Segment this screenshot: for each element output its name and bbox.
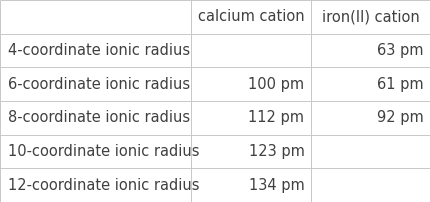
Text: 12-coordinate ionic radius: 12-coordinate ionic radius — [8, 178, 199, 193]
Text: 92 pm: 92 pm — [377, 110, 424, 125]
Text: 134 pm: 134 pm — [249, 178, 304, 193]
Text: calcium cation: calcium cation — [198, 9, 304, 24]
Text: 6-coordinate ionic radius: 6-coordinate ionic radius — [8, 77, 190, 92]
Text: 63 pm: 63 pm — [377, 43, 424, 58]
Text: 4-coordinate ionic radius: 4-coordinate ionic radius — [8, 43, 190, 58]
Text: 10-coordinate ionic radius: 10-coordinate ionic radius — [8, 144, 199, 159]
Text: 100 pm: 100 pm — [248, 77, 304, 92]
Text: 123 pm: 123 pm — [249, 144, 304, 159]
Text: 8-coordinate ionic radius: 8-coordinate ionic radius — [8, 110, 190, 125]
Text: 112 pm: 112 pm — [249, 110, 304, 125]
Text: 61 pm: 61 pm — [377, 77, 424, 92]
Text: iron(II) cation: iron(II) cation — [322, 9, 419, 24]
